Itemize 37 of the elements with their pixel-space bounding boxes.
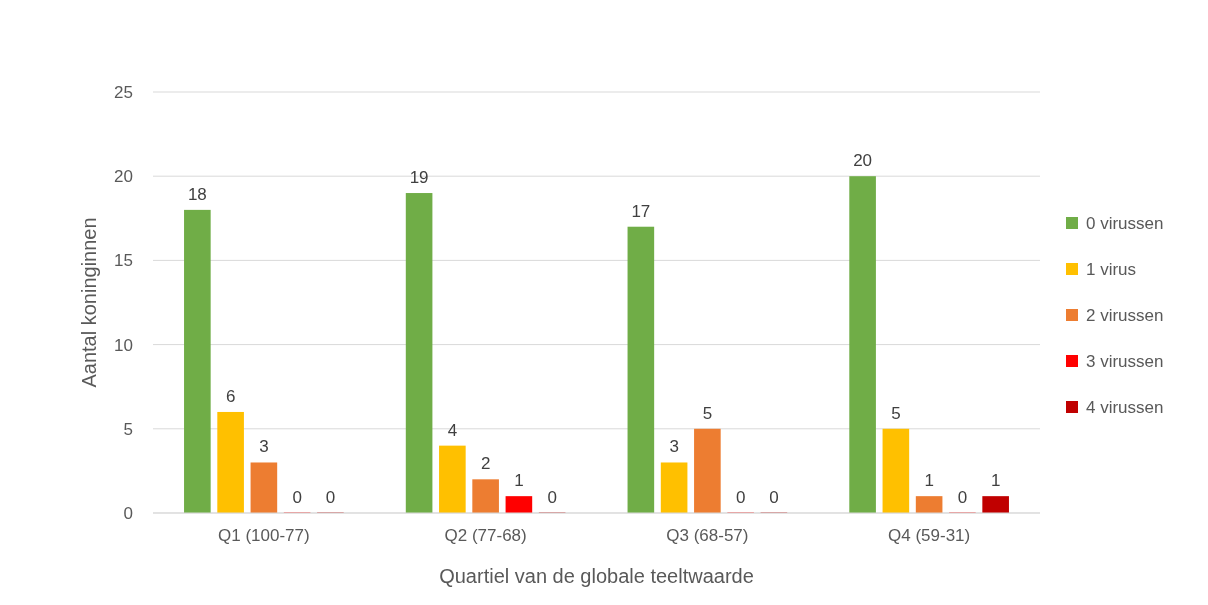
data-label: 19 bbox=[409, 168, 429, 188]
data-label: 3 bbox=[669, 437, 679, 457]
data-label: 3 bbox=[259, 437, 269, 457]
legend-label: 4 virussen bbox=[1086, 397, 1164, 417]
x-axis-title: Quartiel van de globale teeltwaarde bbox=[439, 565, 754, 587]
data-label: 1 bbox=[514, 471, 524, 491]
x-tick-label: Q3 (68-57) bbox=[666, 526, 749, 545]
data-label: 1 bbox=[990, 471, 1001, 491]
data-label: 0 bbox=[957, 488, 968, 507]
y-tick-label: 15 bbox=[114, 251, 133, 271]
y-axis-title: Aantal koninginnen bbox=[78, 217, 100, 388]
data-label: 1 bbox=[924, 471, 934, 491]
y-tick-label: 25 bbox=[114, 82, 133, 102]
legend-label: 2 virussen bbox=[1086, 305, 1164, 325]
y-tick-label: 10 bbox=[114, 335, 133, 355]
legend-label: 0 virussen bbox=[1086, 213, 1164, 233]
data-label: 5 bbox=[891, 403, 901, 423]
data-label: 0 bbox=[735, 488, 746, 507]
data-label: 0 bbox=[325, 488, 336, 507]
data-label: 0 bbox=[292, 488, 302, 507]
y-tick-label: 5 bbox=[123, 419, 133, 439]
data-label: 6 bbox=[225, 386, 236, 406]
data-label: 18 bbox=[187, 184, 207, 204]
data-label: 2 bbox=[480, 454, 491, 474]
x-tick-label: Q2 (77-68) bbox=[444, 526, 527, 545]
data-label: 4 bbox=[447, 420, 458, 440]
x-tick-label: Q1 (100-77) bbox=[218, 526, 310, 545]
data-label: 20 bbox=[853, 151, 873, 171]
y-tick-label: 0 bbox=[123, 503, 133, 523]
legend-label: 1 virus bbox=[1086, 259, 1137, 279]
data-label: 5 bbox=[702, 403, 713, 423]
data-label: 17 bbox=[631, 201, 651, 221]
data-label: 0 bbox=[547, 488, 557, 507]
x-tick-label: Q4 (59-31) bbox=[888, 526, 971, 545]
y-tick-label: 20 bbox=[114, 167, 133, 187]
legend-label: 3 virussen bbox=[1086, 351, 1164, 371]
data-label: 0 bbox=[769, 488, 779, 507]
